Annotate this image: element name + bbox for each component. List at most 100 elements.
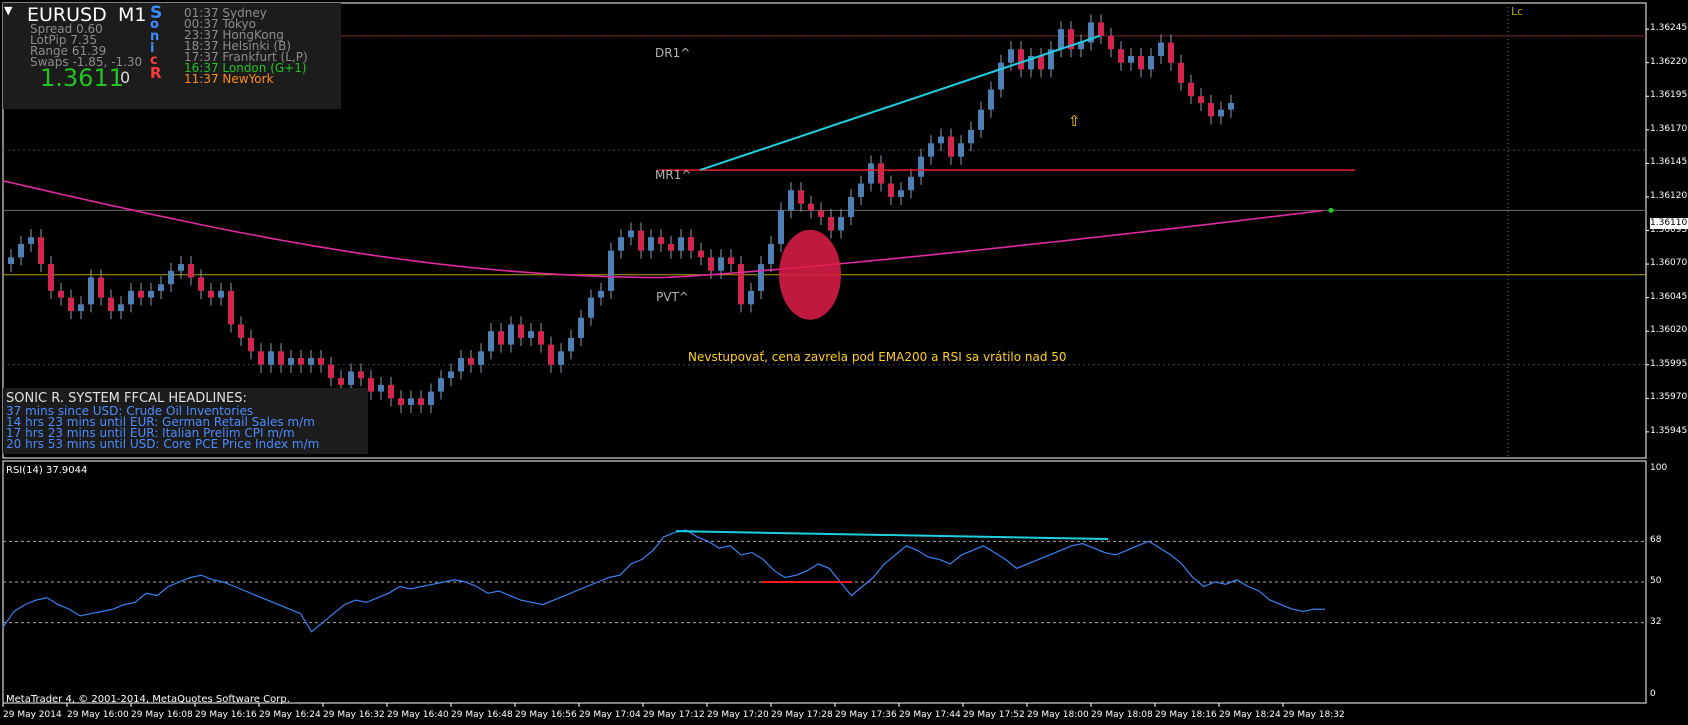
- time-tick: 29 May 18:24: [1219, 710, 1281, 720]
- candle-bear: [538, 331, 544, 345]
- current-dot: [1328, 207, 1334, 213]
- candle-bull: [908, 176, 914, 191]
- candle-bear: [48, 264, 54, 291]
- menu-triangle-icon[interactable]: ▼: [4, 4, 13, 17]
- timeframe: M1: [118, 4, 147, 26]
- candle-bull: [748, 290, 754, 305]
- candle-bull: [558, 351, 564, 365]
- candle-bull: [778, 210, 784, 244]
- stat-line: Swaps -1.85, -1.30: [30, 55, 143, 69]
- price-tick: 1.36220: [1650, 56, 1688, 67]
- candle-bull: [1058, 29, 1064, 50]
- stat-line: Range 61.39: [30, 44, 107, 58]
- candle-bear: [1018, 49, 1024, 70]
- candle-bear: [498, 331, 504, 345]
- candle-bull: [1088, 22, 1094, 43]
- time-tick: 29 May 18:32: [1283, 710, 1345, 720]
- sonic-letter: n: [150, 29, 160, 44]
- candle-bear: [1138, 55, 1144, 70]
- candle-bear: [518, 324, 524, 338]
- news-title: SONIC R. SYSTEM FFCAL HEADLINES:: [6, 391, 247, 406]
- time-tick: 29 May 16:40: [387, 710, 449, 720]
- candle-bull: [958, 143, 964, 157]
- candle-bull: [768, 243, 774, 265]
- time-tick: 29 May 16:24: [259, 710, 321, 720]
- price-tick: 1.36195: [1650, 90, 1688, 101]
- candle-bear: [658, 237, 664, 244]
- candle-bear: [828, 217, 834, 231]
- candle-bull: [348, 371, 354, 385]
- candle-bear: [68, 297, 74, 312]
- candle-bull: [1228, 102, 1234, 110]
- candle-bull: [1158, 42, 1164, 56]
- candle-bull: [1218, 109, 1224, 117]
- candle-bear: [418, 398, 424, 406]
- candle-bull: [848, 196, 854, 218]
- candle-bear: [808, 203, 814, 211]
- candle-bull: [478, 351, 484, 365]
- candle-bear: [728, 257, 734, 265]
- candle-bull: [968, 129, 974, 144]
- candle-bull: [508, 324, 514, 345]
- time-tick: 29 May 18:00: [1027, 710, 1089, 720]
- trade-annotation: Nevstupovať, cena zavrela pod EMA200 a R…: [688, 350, 1067, 364]
- session-line: 11:37 NewYork: [184, 72, 274, 86]
- session-line: 23:37 HongKong: [184, 28, 284, 42]
- news-panel: [3, 388, 368, 454]
- candle-bear: [318, 358, 324, 365]
- candle-bear: [388, 384, 394, 399]
- time-tick: 29 May 17:12: [643, 710, 705, 720]
- candle-bear: [818, 210, 824, 218]
- time-tick: 29 May 16:00: [67, 710, 129, 720]
- mr1-label: MR1^: [655, 168, 692, 182]
- candle-bear: [368, 378, 374, 392]
- candle-bear: [258, 351, 264, 365]
- pvt-label: PVT^: [656, 290, 689, 304]
- candle-bear: [228, 290, 234, 325]
- stat-line: Spread 0.60: [30, 22, 103, 36]
- candle-bull: [1078, 42, 1084, 50]
- time-tick: 29 May 17:52: [963, 710, 1025, 720]
- symbol-name: EURUSD: [27, 4, 107, 26]
- session-line: 17:37 Frankfurt (L,P): [184, 50, 308, 64]
- candle-bull: [268, 351, 274, 365]
- candle-bull: [378, 384, 384, 392]
- candle-bear: [398, 398, 404, 406]
- news-item: 37 mins since USD: Crude Oil Inventories: [6, 404, 254, 418]
- price-tick: 1.35995: [1650, 358, 1688, 369]
- sonic-letter: i: [150, 41, 155, 56]
- price-tick: 1.35970: [1650, 392, 1688, 403]
- session-line: 18:37 Helsinki (B): [184, 39, 292, 53]
- candle-bull: [178, 264, 184, 271]
- candle-bull: [1048, 49, 1054, 70]
- candle-bear: [38, 237, 44, 265]
- candle-bull: [1128, 55, 1134, 63]
- candle-bear: [108, 297, 114, 312]
- candle-bull: [998, 62, 1004, 90]
- candle-bull: [858, 183, 864, 197]
- info-panel: [3, 3, 341, 109]
- candle-bear: [1068, 29, 1074, 50]
- candle-bull: [978, 109, 984, 130]
- ema200-line: [2, 180, 1324, 279]
- candle-bull: [158, 284, 164, 291]
- time-tick: 29 May 16:08: [131, 710, 193, 720]
- candle-bear: [948, 136, 954, 157]
- time-tick: 29 May 18:08: [1091, 710, 1153, 720]
- candle-bull: [288, 358, 294, 365]
- candle-bull: [88, 277, 94, 305]
- price-tick: 1.36120: [1650, 190, 1688, 201]
- price-tick: 1.36145: [1650, 157, 1688, 168]
- time-tick: 29 May 17:04: [579, 710, 641, 720]
- session-line: 00:37 Tokyo: [184, 17, 256, 31]
- candle-bull: [448, 371, 454, 379]
- candle-bull: [8, 257, 14, 265]
- time-tick: 29 May 2014: [3, 710, 62, 720]
- candle-bear: [1118, 49, 1124, 63]
- candle-bear: [138, 290, 144, 298]
- candlestick-series: [8, 14, 1234, 414]
- candle-bull: [618, 237, 624, 251]
- lc-label: Lc: [1511, 5, 1524, 18]
- candle-bear: [298, 358, 304, 365]
